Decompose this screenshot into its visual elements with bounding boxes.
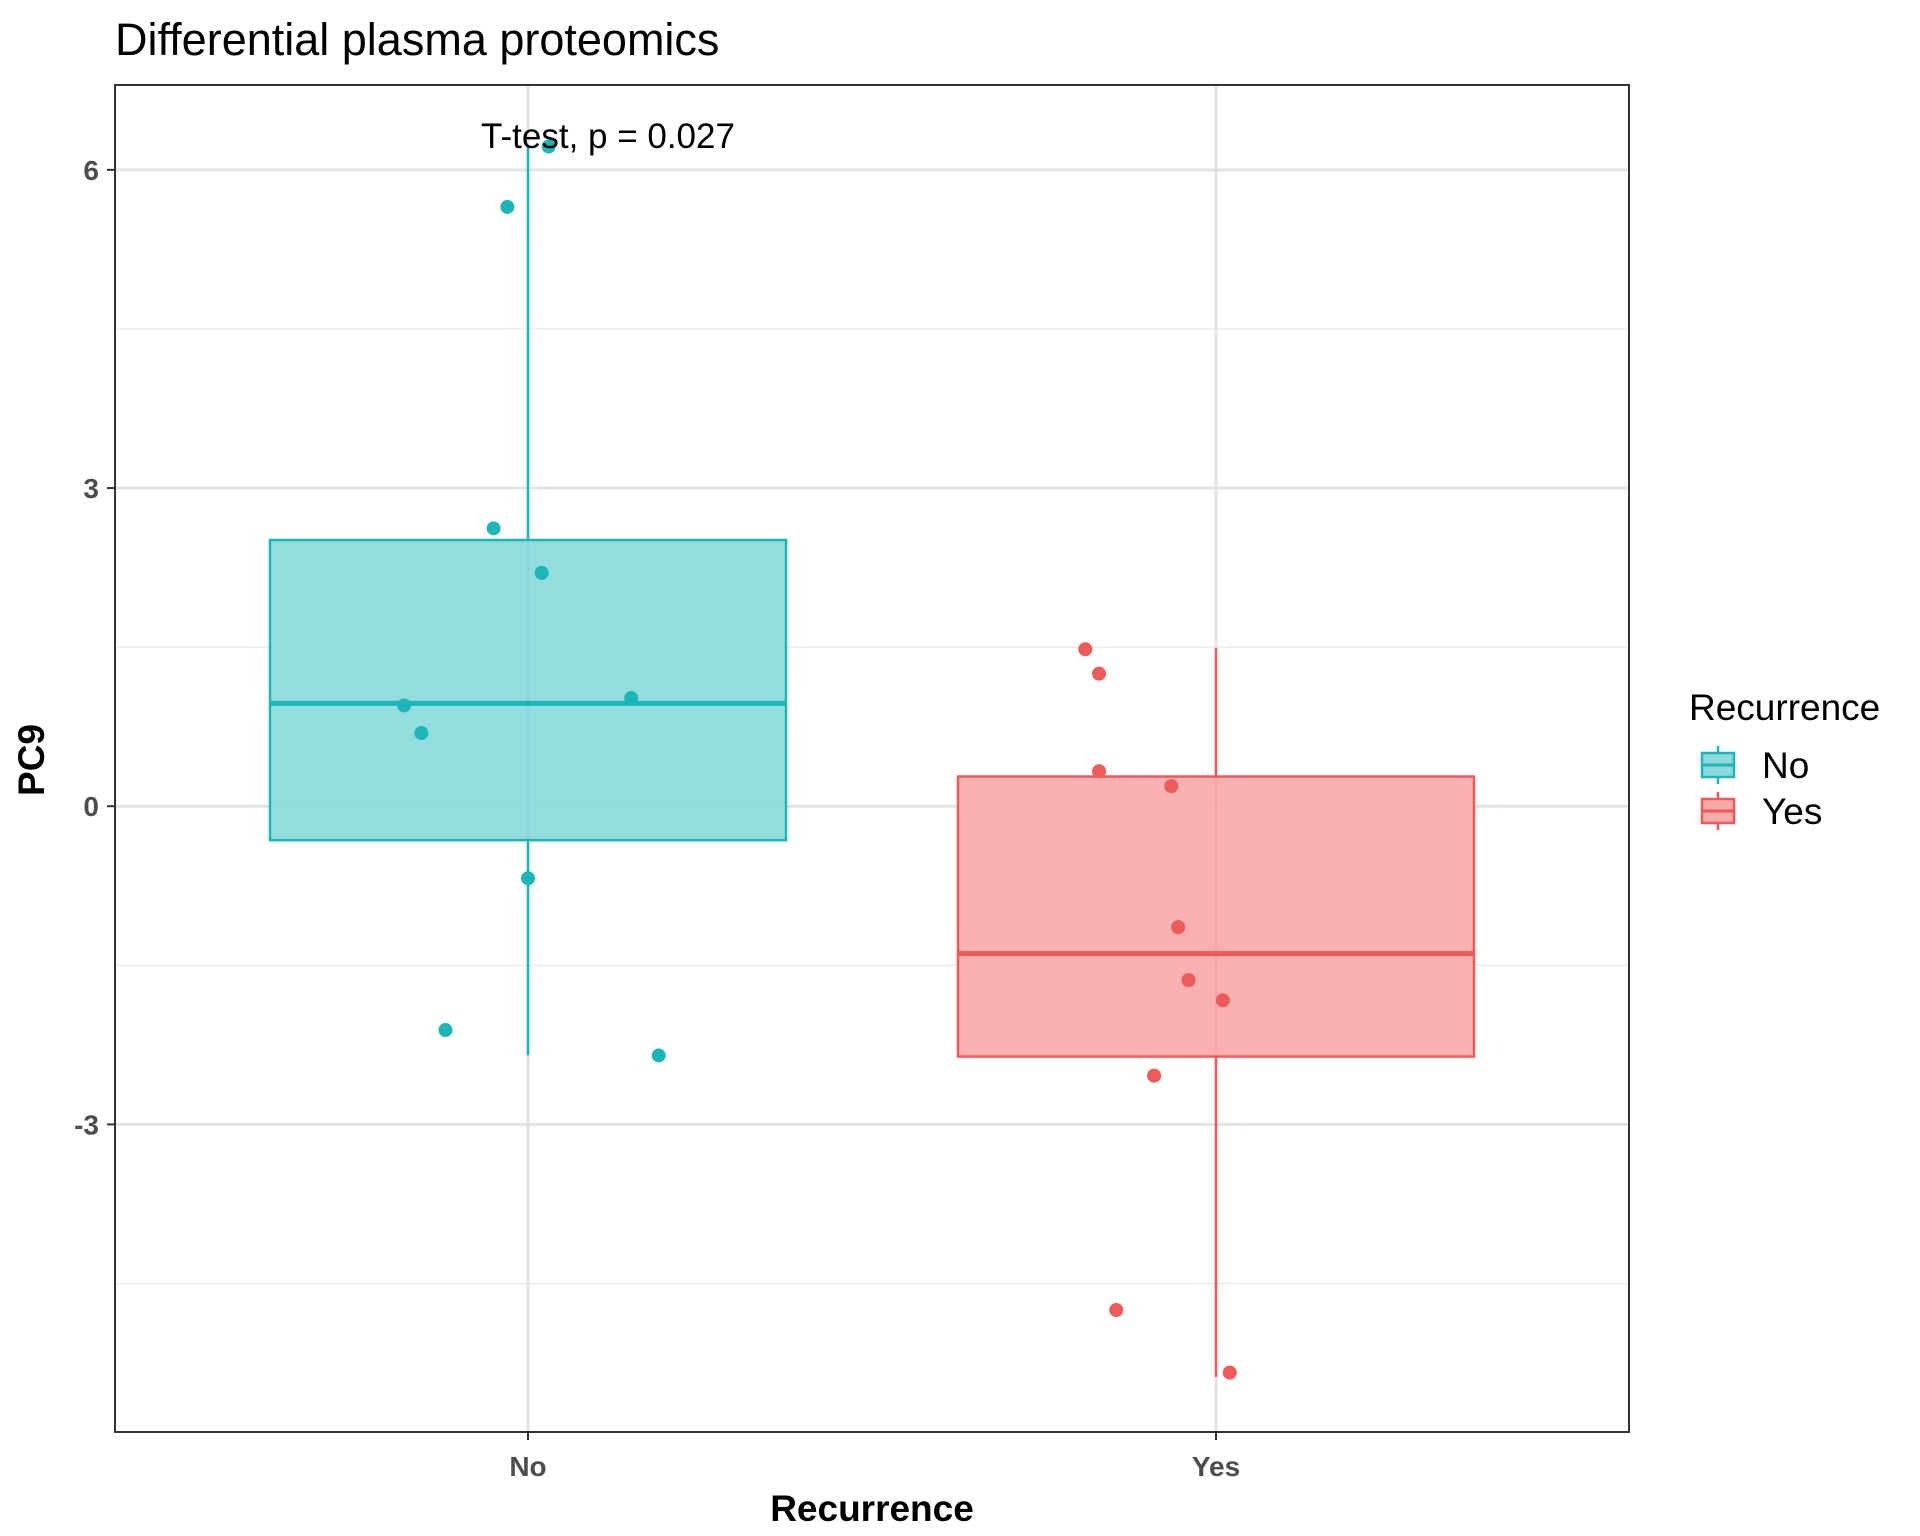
legend-label: Yes [1762,791,1822,832]
data-point [521,871,535,886]
y-axis-title: PC9 [11,724,52,796]
box [268,538,788,842]
legend: Recurrence No Yes [1689,687,1880,832]
legend-label: No [1762,745,1809,786]
data-point [1164,779,1179,794]
y-tick-label: 3 [83,473,99,504]
data-point [1215,993,1230,1008]
data-point [500,199,515,214]
y-tick-label: -3 [74,1109,99,1140]
y-tick-label: 6 [83,155,99,186]
data-point [1092,666,1107,681]
data-point [1222,1365,1237,1380]
data-point [1109,1303,1124,1318]
box [956,775,1476,1058]
series-no [268,139,788,1063]
data-point [1171,920,1186,935]
legend-key-no [1700,746,1736,784]
data-point [397,698,412,713]
x-tick-label: No [509,1451,546,1482]
data-point [541,139,556,154]
chart-title: Differential plasma proteomics [115,14,719,65]
ttest-annotation: T-test, p = 0.027 [481,117,735,156]
legend-title: Recurrence [1689,687,1880,728]
legend-key-yes [1700,792,1736,830]
data-point [651,1048,666,1063]
y-tick-label: 0 [83,791,99,822]
plot-panel: -3 0 3 6 No Yes T-test, p = 0.027 [74,84,1630,1482]
data-point [1092,764,1107,779]
panel-border [114,84,1630,1433]
data-point [1078,642,1093,657]
data-point [1147,1068,1162,1083]
x-tick-label: Yes [1192,1451,1240,1482]
series-yes [956,642,1476,1380]
data-point [414,726,429,741]
data-point [1181,973,1196,988]
data-point [624,691,639,706]
data-point [438,1023,453,1038]
data-point [534,565,549,580]
x-axis-title: Recurrence [770,1488,974,1529]
data-point [486,521,501,536]
